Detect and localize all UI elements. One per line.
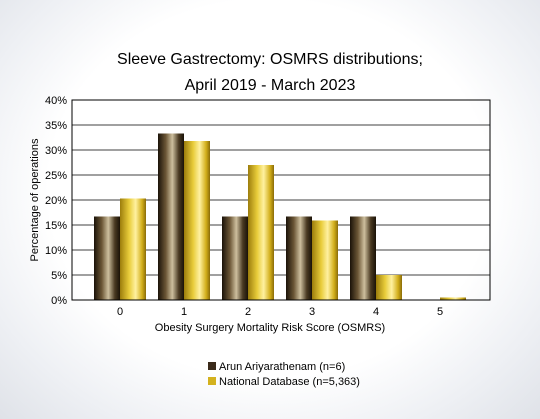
x-tick-label: 1 [181, 306, 187, 318]
legend-label: National Database (n=5,363) [219, 376, 360, 388]
plot-frame [71, 99, 491, 301]
x-axis-ticks: 0 1 2 3 4 5 [117, 306, 443, 318]
bar-national-5 [440, 297, 466, 300]
legend-swatch [208, 377, 216, 385]
x-axis-label: Obesity Surgery Mortality Risk Score (OS… [155, 322, 385, 334]
y-tick-label: 40% [45, 95, 67, 107]
bar-national-0 [120, 198, 146, 300]
x-tick-label: 0 [117, 306, 123, 318]
bar-arun-1 [158, 133, 184, 300]
bar-arun-2 [222, 216, 248, 300]
x-tick-label: 5 [437, 306, 443, 318]
bar-arun-0 [94, 216, 120, 300]
y-axis-label: Percentage of operations [29, 138, 41, 261]
bar-national-4 [376, 275, 402, 300]
chart-title-line2: April 2019 - March 2023 [185, 77, 356, 94]
y-tick-label: 15% [45, 220, 67, 232]
y-tick-label: 35% [45, 120, 67, 132]
legend: Arun Ariyarathenam (n=6) National Databas… [208, 361, 360, 388]
y-tick-label: 30% [45, 145, 67, 157]
x-tick-label: 4 [373, 306, 379, 318]
y-tick-label: 0% [51, 295, 67, 307]
x-tick-label: 3 [309, 306, 315, 318]
chart-title-line1: Sleeve Gastrectomy: OSMRS distributions; [117, 51, 423, 68]
y-tick-label: 25% [45, 170, 67, 182]
bars [94, 133, 466, 300]
bar-national-3 [312, 220, 338, 300]
bar-arun-4 [350, 216, 376, 300]
legend-label: Arun Ariyarathenam (n=6) [219, 361, 345, 373]
y-tick-label: 10% [45, 245, 67, 257]
y-axis-ticks: 0% 5% 10% 15% 20% 25% 30% 35% 40% [45, 95, 67, 307]
y-tick-label: 20% [45, 195, 67, 207]
bar-national-2 [248, 165, 274, 300]
bar-arun-3 [286, 216, 312, 300]
legend-swatch [208, 362, 216, 370]
y-tick-label: 5% [51, 270, 67, 282]
x-tick-label: 2 [245, 306, 251, 318]
bar-national-1 [184, 141, 210, 300]
